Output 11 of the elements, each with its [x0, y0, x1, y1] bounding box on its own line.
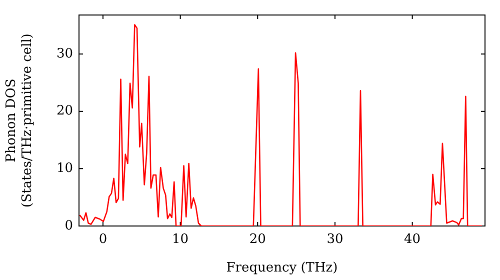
x-tick-label: 10: [172, 232, 189, 248]
x-tick-label: 20: [249, 232, 266, 248]
x-tick-label: 0: [98, 232, 108, 248]
y-tick-label: 20: [56, 104, 73, 119]
y-axis-title: Phonon DOS (States/THz·primitive cell): [4, 33, 35, 208]
x-axis-title: Frequency (THz): [226, 260, 338, 276]
x-tick-label: 30: [326, 232, 344, 248]
y-tick-label: 0: [64, 218, 73, 234]
y-tick-label: 30: [56, 46, 73, 62]
x-tick-label: 40: [404, 232, 421, 248]
y-tick-label: 10: [56, 161, 73, 176]
